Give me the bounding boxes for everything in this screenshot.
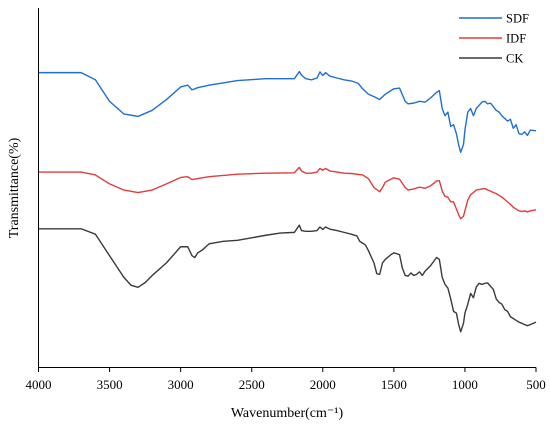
x-tick-label: 1000	[452, 377, 478, 392]
y-axis-title: Transmittance(%)	[7, 137, 22, 238]
series-line-sdf	[38, 70, 537, 154]
x-ticks: 4000 3500 3000 2500 2000 1500 1000 500	[26, 367, 546, 392]
legend-label-sdf: SDF	[506, 12, 529, 26]
x-tick-label: 1500	[381, 377, 407, 392]
axes	[38, 8, 536, 368]
x-tick-label: 4000	[26, 377, 52, 392]
x-axis-title: Wavenumber(cm⁻¹)	[231, 406, 344, 421]
legend: SDF IDF CK	[459, 12, 529, 66]
x-tick-label: 2500	[239, 377, 265, 392]
series-line-idf	[38, 166, 537, 220]
plot-area	[38, 70, 537, 333]
legend-label-ck: CK	[506, 52, 523, 66]
x-tick-label: 3000	[168, 377, 194, 392]
legend-label-idf: IDF	[506, 32, 526, 46]
x-tick-label: 500	[526, 377, 546, 392]
series-line-ck	[38, 224, 537, 333]
x-tick-label: 2000	[310, 377, 336, 392]
x-tick-label: 3500	[97, 377, 123, 392]
